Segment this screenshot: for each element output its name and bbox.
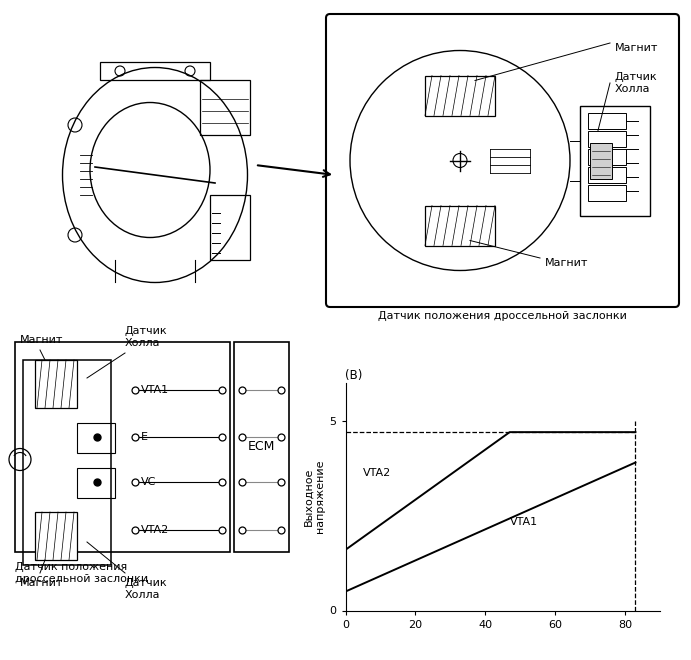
Text: E: E	[141, 432, 148, 442]
Bar	[588, 166, 626, 183]
Text: Датчик положения
дроссельной заслонки: Датчик положения дроссельной заслонки	[15, 562, 148, 583]
Bar	[588, 112, 626, 129]
Bar	[588, 131, 626, 147]
Bar	[15, 342, 230, 552]
Text: Магнит: Магнит	[20, 578, 64, 588]
Bar	[200, 80, 250, 135]
Text: Магнит: Магнит	[20, 335, 64, 345]
Bar	[590, 143, 612, 178]
Bar	[23, 360, 111, 565]
Text: Датчик
Холла: Датчик Холла	[125, 578, 168, 600]
Bar	[580, 106, 650, 216]
Text: Датчик
Холла: Датчик Холла	[615, 72, 658, 94]
Bar	[588, 148, 626, 164]
Bar	[425, 205, 495, 246]
Bar	[77, 468, 115, 498]
Text: Магнит: Магнит	[615, 43, 659, 53]
Bar	[425, 75, 495, 116]
Bar	[100, 62, 210, 80]
Text: VTA1: VTA1	[510, 517, 538, 527]
Text: VTA2: VTA2	[363, 468, 391, 478]
Y-axis label: Выходное
напряжение: Выходное напряжение	[304, 460, 325, 533]
Text: Датчик
Холла: Датчик Холла	[125, 326, 168, 348]
Text: VTA1: VTA1	[141, 385, 169, 395]
Bar	[234, 342, 289, 552]
Bar	[77, 423, 115, 453]
Text: ECM: ECM	[248, 440, 275, 453]
Text: Магнит: Магнит	[545, 258, 588, 268]
Bar	[35, 360, 77, 408]
Text: VTA2: VTA2	[141, 525, 169, 535]
Text: Датчик положения дроссельной заслонки: Датчик положения дроссельной заслонки	[378, 311, 627, 321]
Text: (В): (В)	[346, 369, 363, 381]
Bar	[588, 185, 626, 201]
Text: VC: VC	[141, 477, 156, 487]
Bar	[35, 512, 77, 560]
Bar	[210, 195, 250, 260]
